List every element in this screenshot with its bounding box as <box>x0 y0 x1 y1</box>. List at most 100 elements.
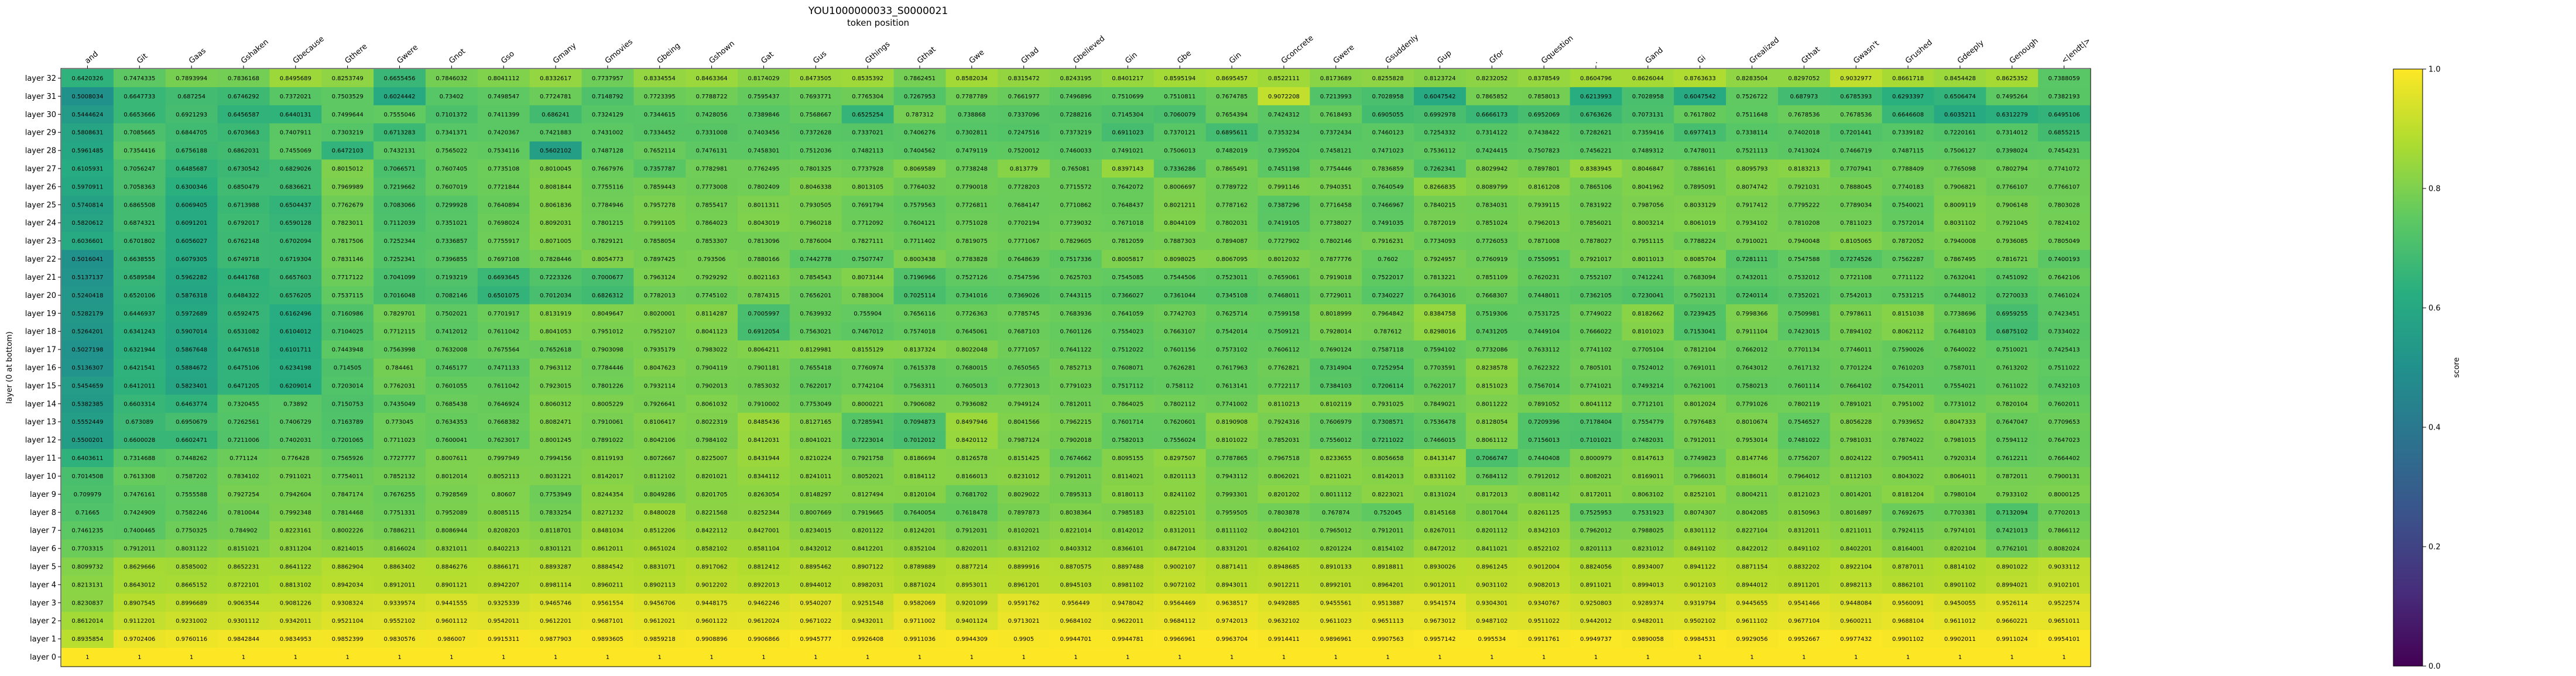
heatmap-cell <box>1205 177 1258 196</box>
cell-value-label: 0.7942604 <box>280 492 311 498</box>
heatmap-cell <box>1777 214 1831 232</box>
cell-value-label: 0.8071005 <box>540 238 571 245</box>
cell-value-label: 0.8411021 <box>1476 546 1508 553</box>
cell-value-label: 0.7876004 <box>800 238 831 245</box>
cell-value-label: 0.7980104 <box>1944 492 1976 498</box>
heatmap-cell <box>1777 268 1831 287</box>
heatmap-cell <box>893 322 946 341</box>
heatmap-cell <box>1830 376 1883 395</box>
cell-value-label: 1 <box>294 654 297 661</box>
y-tick-label: layer 28 <box>25 147 56 156</box>
heatmap-cell <box>1050 394 1102 413</box>
x-tick-label: Gfor <box>1488 48 1506 66</box>
heatmap-cell <box>1986 304 2039 323</box>
cell-value-label: 0.8911021 <box>1580 582 1612 588</box>
heatmap-cell <box>686 286 738 305</box>
cell-value-label: 0.7742703 <box>1164 311 1195 317</box>
cell-value-label: 0.7387296 <box>1268 202 1300 208</box>
heatmap-cell <box>1362 87 1414 106</box>
cell-value-label: 0.7902018 <box>1060 437 1091 444</box>
cell-value-label: 0.7701917 <box>488 311 519 317</box>
cell-value-label: 0.8298016 <box>1424 329 1455 335</box>
heatmap-cell <box>1153 593 1207 612</box>
x-tick-label: Gin <box>1123 50 1139 66</box>
heatmap-cell <box>789 467 842 486</box>
cell-value-label: 0.8056228 <box>1840 419 1872 425</box>
cell-value-label: 0.7544506 <box>1164 274 1195 281</box>
cell-value-label: 0.6874321 <box>124 220 155 227</box>
cell-value-label: 0.7413024 <box>1788 148 1820 155</box>
cell-value-label: 0.8629666 <box>124 564 155 571</box>
heatmap-cell <box>2038 449 2091 468</box>
heatmap-cell <box>1830 340 1883 359</box>
cell-value-label: 0.7721108 <box>1840 274 1872 281</box>
cell-value-label: 0.7702013 <box>2049 510 2080 516</box>
cell-value-label: 0.7520012 <box>1008 148 1040 155</box>
cell-value-label: 0.6421541 <box>124 365 155 372</box>
cell-value-label: 0.8003438 <box>904 256 936 263</box>
cell-value-label: 0.7829121 <box>592 238 624 245</box>
cell-value-label: 0.8225101 <box>1164 510 1195 516</box>
cell-value-label: 0.8301121 <box>540 546 571 553</box>
cell-value-label: 0.8150963 <box>1788 510 1820 516</box>
heatmap-cell <box>789 159 842 178</box>
cell-value-label: 0.9482011 <box>1632 618 1664 624</box>
heatmap-cell <box>1517 105 1571 124</box>
cell-value-label: 0.8912011 <box>383 582 415 588</box>
cell-value-label: 0.9952667 <box>1788 636 1820 643</box>
heatmap-cell <box>321 521 374 540</box>
cell-value-label: 0.7936085 <box>1996 238 2028 245</box>
heatmap-cell <box>1205 159 1258 178</box>
cell-value-label: 0.7928569 <box>436 492 467 498</box>
cell-value-label: 0.9684112 <box>1164 618 1195 624</box>
heatmap-cell <box>321 449 374 468</box>
heatmap-cell <box>893 141 946 160</box>
heatmap-cell <box>738 159 790 178</box>
heatmap-cell <box>1465 304 1519 323</box>
heatmap-cell <box>269 69 322 88</box>
heatmap-cell <box>61 521 114 540</box>
cell-value-label: 0.7373219 <box>1060 130 1091 136</box>
cell-value-label: 0.8431944 <box>748 455 779 462</box>
heatmap-cell <box>1414 69 1467 88</box>
cell-value-label: 0.7692675 <box>1892 510 1924 516</box>
cell-value-label: 0.7847174 <box>332 492 364 498</box>
cell-value-label: 0.9896961 <box>1320 636 1352 643</box>
cell-value-label: 1 <box>606 654 609 661</box>
cell-value-label: 0.8201202 <box>1268 492 1300 498</box>
heatmap-cell <box>529 177 582 196</box>
heatmap-cell <box>269 394 322 413</box>
cell-value-label: 0.7617802 <box>1684 112 1716 118</box>
cell-value-label: 0.7727902 <box>1268 238 1300 245</box>
heatmap-cell <box>1570 539 1622 558</box>
cell-value-label: 0.8173689 <box>1320 76 1352 82</box>
heatmap-cell <box>1674 105 1727 124</box>
heatmap-cell <box>1882 195 1934 214</box>
cell-value-label: 1 <box>1542 654 1546 661</box>
cell-value-label: 0.7362105 <box>1580 293 1612 299</box>
cell-value-label: 0.8917062 <box>696 564 728 571</box>
heatmap-cell <box>529 431 582 449</box>
cell-value-label: 0.7912031 <box>956 528 988 534</box>
heatmap-cell <box>893 286 946 305</box>
cell-value-label: 0.8067095 <box>1216 256 1248 263</box>
cell-value-label: 1 <box>345 654 349 661</box>
heatmap-cell <box>165 449 218 468</box>
heatmap-cell <box>1674 322 1727 341</box>
heatmap-cell <box>1310 214 1362 232</box>
cell-value-label: 0.8151021 <box>228 546 259 553</box>
heatmap-cell <box>1882 539 1934 558</box>
heatmap-cell <box>113 141 166 160</box>
heatmap-cell <box>1986 214 2039 232</box>
heatmap-cell <box>633 268 686 287</box>
heatmap-cell <box>1570 268 1622 287</box>
heatmap-cell <box>1674 539 1727 558</box>
cell-value-label: 0.7859443 <box>644 184 676 190</box>
cell-value-label: 0.9582069 <box>904 600 936 606</box>
cell-value-label: 0.73892 <box>283 401 307 407</box>
cell-value-label: 0.9342011 <box>280 618 311 624</box>
cell-value-label: 0.7840215 <box>1424 202 1455 208</box>
heatmap-cell <box>1465 232 1519 251</box>
heatmap-cell <box>998 340 1050 359</box>
cell-value-label: 0.7252344 <box>383 238 415 245</box>
